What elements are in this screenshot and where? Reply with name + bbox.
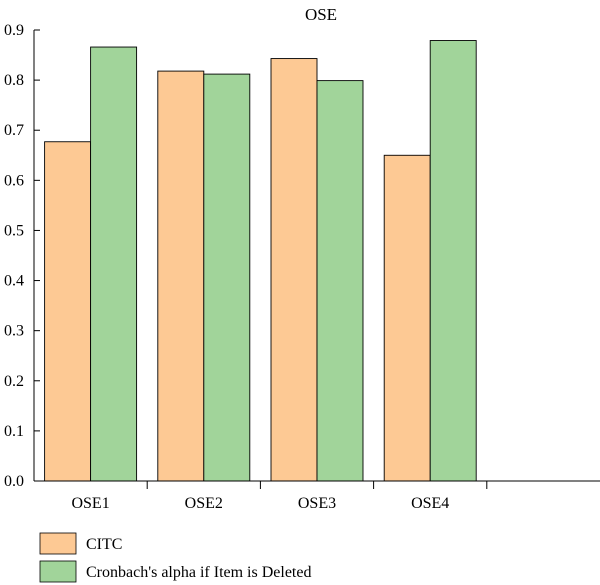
- legend: CITC Cronbach's alpha if Item is Deleted: [39, 532, 311, 583]
- chart-title: OSE: [305, 5, 337, 24]
- y-tick-label: 0.5: [4, 222, 24, 239]
- x-tick-label-ose2: OSE2: [185, 495, 223, 512]
- bar-citc-ose2: [157, 70, 205, 482]
- y-tick-label: 0.7: [4, 122, 24, 139]
- legend-label-citc: CITC: [86, 536, 122, 553]
- x-tick-label-ose4: OSE4: [411, 495, 449, 512]
- y-tick-label: 0.8: [4, 72, 24, 89]
- legend-swatch-cronbach-alpha: [39, 560, 77, 583]
- y-tick-label: 0.9: [4, 22, 24, 39]
- y-tick-label: 0.2: [4, 373, 24, 390]
- legend-label-cronbach-alpha: Cronbach's alpha if Item is Deleted: [86, 564, 311, 581]
- y-tick-label: 0.4: [4, 273, 24, 290]
- bar-cronbach-alpha-ose2: [203, 73, 251, 482]
- legend-swatch-citc: [39, 532, 77, 555]
- y-tick-label: 0.3: [4, 323, 24, 340]
- bar-cronbach-alpha-ose1: [90, 46, 138, 482]
- axes-group: [33, 30, 600, 482]
- y-tick-label: 0.0: [4, 473, 24, 490]
- bar-cronbach-alpha-ose3: [316, 80, 364, 482]
- y-axis-ticks: 0.0 0.1 0.2 0.3 0.4 0.5 0.6 0.7 0.8 0.9: [4, 22, 40, 490]
- bars-group: [44, 40, 477, 482]
- y-tick-label: 0.6: [4, 172, 24, 189]
- bar-cronbach-alpha-ose4: [429, 40, 477, 482]
- x-axis-ticks: OSE1 OSE2 OSE3 OSE4: [71, 481, 488, 512]
- bar-citc-ose1: [44, 141, 92, 482]
- bar-citc-ose4: [383, 154, 431, 482]
- x-tick-label-ose3: OSE3: [298, 495, 336, 512]
- y-tick-label: 0.1: [4, 423, 24, 440]
- x-tick-label-ose1: OSE1: [71, 495, 109, 512]
- bar-citc-ose3: [270, 58, 318, 482]
